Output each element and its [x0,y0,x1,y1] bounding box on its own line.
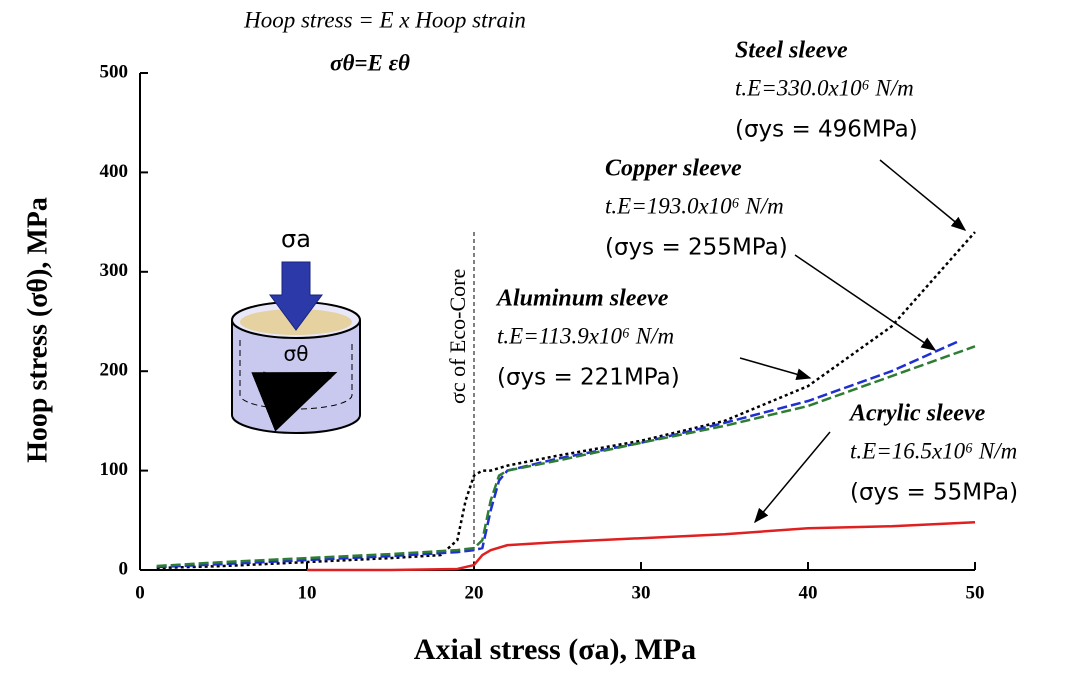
y-axis-label: Hoop stress (σθ), MPa [22,197,53,463]
series-line [307,521,976,572]
annotation-yield: (σys = 496MPa) [735,117,918,143]
y-tick-label: 300 [100,260,129,281]
x-tick-label: 50 [966,582,985,603]
annotation-stiffness: t.E=16.5x10⁶ N/m [850,438,1017,463]
x-tick-label: 10 [298,582,317,603]
annotation-title: Aluminum sleeve [495,286,669,312]
cylinder-icon [231,261,361,434]
annotation-title: Copper sleeve [605,156,742,182]
chart-subtitle: σθ=E εθ [330,50,410,75]
annotation-yield: (σys = 221MPa) [497,365,680,391]
series-line [156,345,976,568]
series-line [156,340,959,569]
series-line [156,231,976,570]
x-tick-label: 20 [465,582,484,603]
annotation-stiffness: t.E=193.0x10⁶ N/m [605,193,784,218]
x-tick-label: 0 [135,582,145,603]
y-tick-label: 0 [119,558,129,579]
annotation-yield: (σys = 255MPa) [605,235,788,261]
annotation-stiffness: t.E=330.0x10⁶ N/m [735,75,914,100]
x-axis-label: Axial stress (σa), MPa [414,633,696,666]
y-tick-label: 200 [100,360,129,381]
reference-label: σc of Eco-Core [445,269,470,404]
icon-label: σa [281,225,311,253]
y-tick-label: 500 [100,61,129,82]
annotation-yield: (σys = 55MPa) [850,480,1018,506]
annotation-stiffness: t.E=113.9x10⁶ N/m [497,323,674,348]
icon-label: σθ [284,342,309,366]
y-tick-label: 400 [100,161,129,182]
annotation-title: Acrylic sleeve [848,401,986,427]
x-tick-label: 40 [799,582,818,603]
y-tick-label: 100 [100,459,129,480]
annotation-title: Steel sleeve [735,38,848,64]
chart-title: Hoop stress = E x Hoop strain [243,7,526,32]
x-tick-label: 30 [632,582,651,603]
annotation-arrows [739,159,967,524]
